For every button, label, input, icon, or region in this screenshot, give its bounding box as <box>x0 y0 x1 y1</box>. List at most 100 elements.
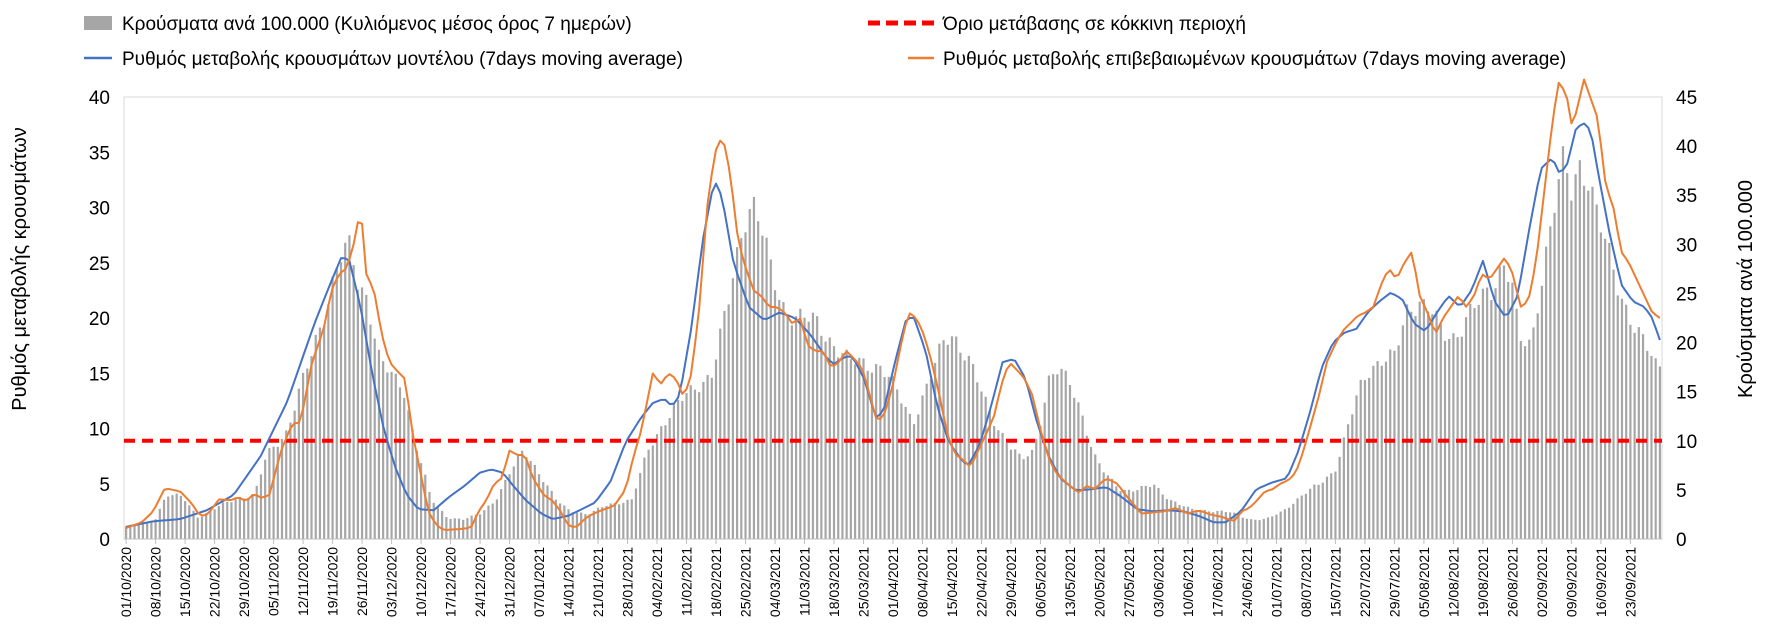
bar <box>293 410 296 539</box>
bar <box>559 503 562 539</box>
x-tick-label: 04/03/2021 <box>767 547 783 617</box>
bar <box>1625 304 1628 539</box>
x-tick-label: 18/02/2021 <box>708 547 724 617</box>
bar <box>1553 212 1556 539</box>
bar <box>234 499 237 539</box>
bar <box>1439 323 1442 539</box>
x-tick-label: 19/11/2020 <box>325 547 341 616</box>
bar <box>365 294 368 539</box>
bar <box>1620 298 1624 539</box>
rate-lines <box>125 78 1661 531</box>
x-tick-label: 27/05/2021 <box>1121 547 1137 617</box>
bar <box>900 403 903 539</box>
bar <box>1035 438 1038 539</box>
bar <box>1641 334 1645 539</box>
bar <box>719 328 722 539</box>
bar <box>1397 345 1400 539</box>
x-tick-label: 23/09/2021 <box>1622 547 1638 617</box>
bar <box>1380 365 1383 539</box>
bar <box>1157 487 1160 539</box>
legend-item-bars[interactable]: Κρούσματα ανά 100.000 (Κυλιόμενος μέσος … <box>84 14 632 35</box>
bar <box>1001 432 1004 539</box>
x-tick-label: 21/01/2021 <box>590 547 606 617</box>
bar <box>1498 266 1501 539</box>
bar <box>264 459 267 539</box>
x-tick-label: 05/08/2021 <box>1416 547 1432 617</box>
bar <box>285 430 288 539</box>
bar <box>1481 288 1485 539</box>
x-tick-label: 08/07/2021 <box>1298 547 1314 617</box>
bar <box>849 359 852 539</box>
bar <box>1287 507 1291 539</box>
x-tick-label: 08/10/2020 <box>148 547 164 617</box>
bar <box>980 391 983 539</box>
bar <box>1022 459 1025 539</box>
bar <box>1405 304 1409 539</box>
bar <box>133 524 136 539</box>
bar <box>1052 374 1055 539</box>
bar <box>1616 295 1619 539</box>
bar <box>1464 317 1468 539</box>
bar <box>162 499 166 539</box>
bar <box>925 383 928 539</box>
bar <box>563 505 566 539</box>
bar <box>1570 200 1573 539</box>
bar <box>1262 518 1265 539</box>
bar <box>1089 446 1093 539</box>
x-tick-label: 25/03/2021 <box>856 547 872 617</box>
bar <box>533 464 536 539</box>
legend-item-confirmed[interactable]: Ρυθμός μεταβολής επιβεβαιωμένων κρουσμάτ… <box>908 49 1566 70</box>
legend-item-threshold[interactable]: Όριο μετάβασης σε κόκκινη περιοχή <box>868 14 1246 35</box>
bar <box>853 364 857 539</box>
bar <box>1229 512 1232 539</box>
x-tick-label: 15/10/2020 <box>177 547 193 617</box>
bar <box>664 425 667 539</box>
bar <box>1250 519 1253 539</box>
y-right-tick-label: 30 <box>1676 235 1697 256</box>
bar <box>1507 281 1510 539</box>
legend-item-model[interactable]: Ρυθμός μεταβολής κρουσμάτων μοντέλου (7d… <box>84 49 683 70</box>
bar <box>748 209 751 539</box>
bar <box>1646 350 1649 539</box>
bar <box>887 376 890 539</box>
bar <box>677 399 680 539</box>
bar <box>255 485 258 539</box>
bar <box>681 400 684 539</box>
legend-label-confirmed: Ρυθμός μεταβολής επιβεβαιωμένων κρουσμάτ… <box>943 49 1566 70</box>
bar <box>184 501 187 539</box>
bar <box>1456 337 1459 539</box>
y-right-tick-label: 45 <box>1676 88 1697 109</box>
bar <box>192 510 195 539</box>
bar <box>891 376 895 539</box>
x-tick-label: 29/10/2020 <box>236 547 252 617</box>
bar <box>242 498 246 539</box>
x-tick-label: 17/06/2021 <box>1209 547 1225 617</box>
bar <box>845 349 848 539</box>
bar <box>731 278 734 539</box>
bar <box>807 321 810 539</box>
bar <box>963 360 966 539</box>
x-tick-label: 05/11/2020 <box>266 547 282 616</box>
bar <box>141 522 145 539</box>
y-left-tick-label: 35 <box>89 143 110 164</box>
bar <box>1266 517 1270 539</box>
bar <box>1178 504 1181 539</box>
bar <box>1014 449 1017 539</box>
bar <box>639 473 642 539</box>
bar <box>441 510 444 539</box>
bar <box>474 514 477 539</box>
bar <box>1629 324 1632 539</box>
bar <box>1334 471 1337 539</box>
bar <box>912 424 916 539</box>
bar <box>500 489 503 539</box>
bar <box>879 365 882 539</box>
bar <box>411 429 414 539</box>
bar <box>1376 361 1379 539</box>
x-tick-label: 12/08/2021 <box>1445 547 1461 617</box>
bar <box>1384 361 1388 539</box>
bar <box>167 496 170 539</box>
bar <box>1494 288 1497 539</box>
x-tick-label: 10/06/2021 <box>1180 547 1196 617</box>
bar <box>1186 506 1190 539</box>
bar <box>959 352 962 539</box>
